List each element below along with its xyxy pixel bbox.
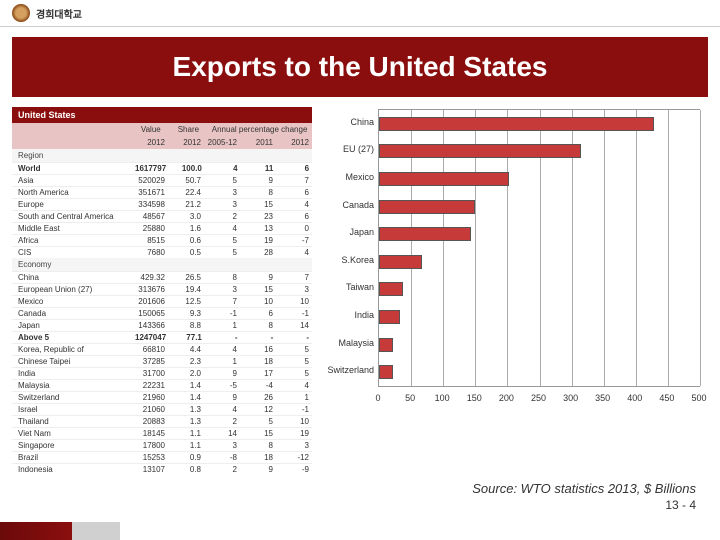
table-row: China429.3226.5897 bbox=[12, 271, 312, 283]
chart-bar bbox=[379, 144, 581, 158]
table-row: CIS76800.55284 bbox=[12, 246, 312, 258]
table-section-economy: Economy bbox=[12, 258, 312, 271]
chart-x-tick-label: 350 bbox=[595, 393, 610, 403]
chart-bar bbox=[379, 172, 509, 186]
chart-category-label: Japan bbox=[320, 227, 374, 237]
chart-x-tick-label: 300 bbox=[563, 393, 578, 403]
table-row: Mexico20160612.571010 bbox=[12, 295, 312, 307]
page-title: Exports to the United States bbox=[12, 51, 708, 83]
table-row: South and Central America485673.02236 bbox=[12, 210, 312, 222]
chart-x-tick-label: 450 bbox=[659, 393, 674, 403]
col-apc-hdr: Annual percentage change bbox=[207, 123, 312, 136]
table-row: Indonesia131070.829-9 bbox=[12, 463, 312, 475]
table-row: Africa85150.6519-7 bbox=[12, 234, 312, 246]
chart-category-label: India bbox=[320, 310, 374, 320]
chart-category-label: Switzerland bbox=[320, 365, 374, 375]
chart-category-label: China bbox=[320, 117, 374, 127]
chart-category-label: S.Korea bbox=[320, 255, 374, 265]
chart-x-tick-label: 50 bbox=[405, 393, 415, 403]
chart-bar bbox=[379, 117, 654, 131]
chart-category-label: Mexico bbox=[320, 172, 374, 182]
chart-category-label: EU (27) bbox=[320, 144, 374, 154]
table-row: World1617797100.04116 bbox=[12, 162, 312, 174]
page-number: 13 - 4 bbox=[0, 498, 720, 512]
chart-x-tick-label: 400 bbox=[627, 393, 642, 403]
footer-decoration bbox=[0, 522, 120, 540]
col-share-hdr: Share bbox=[170, 123, 208, 136]
table-header-group: Value Share Annual percentage change bbox=[12, 123, 312, 136]
university-logo-icon bbox=[12, 4, 30, 22]
table-row: India317002.09175 bbox=[12, 367, 312, 379]
chart-x-tick-label: 100 bbox=[435, 393, 450, 403]
chart-bar bbox=[379, 310, 400, 324]
header-bar: 경희대학교 bbox=[0, 0, 720, 27]
chart-category-label: Malaysia bbox=[320, 338, 374, 348]
chart-x-tick-label: 250 bbox=[531, 393, 546, 403]
chart-bar bbox=[379, 365, 393, 379]
table-row: Canada1500659.3-16-1 bbox=[12, 307, 312, 319]
table-row: Korea, Republic of668104.44165 bbox=[12, 343, 312, 355]
chart-plot-area bbox=[378, 109, 700, 387]
chart-gridline bbox=[700, 110, 701, 386]
table-row: Europe33459821.23154 bbox=[12, 198, 312, 210]
chart-x-tick-label: 150 bbox=[467, 393, 482, 403]
table-row: Middle East258801.64130 bbox=[12, 222, 312, 234]
table-row: Asia52002950.7597 bbox=[12, 174, 312, 186]
chart-x-tick-label: 500 bbox=[691, 393, 706, 403]
bar-chart: 0 50 100 150 200 250 300 350 400 450 500 China EU (2… bbox=[320, 107, 708, 407]
chart-bar bbox=[379, 338, 393, 352]
table-years-row: 2012 2012 2005-12 2011 2012 bbox=[12, 136, 312, 149]
chart-bar bbox=[379, 282, 403, 296]
table-heading: United States bbox=[12, 107, 312, 123]
chart-gridline bbox=[668, 110, 669, 386]
table-row: Brazil152530.9-818-12 bbox=[12, 451, 312, 463]
table-row: Chinese Taipei372852.31185 bbox=[12, 355, 312, 367]
university-name: 경희대학교 bbox=[36, 6, 82, 21]
table-row: Israel210601.3412-1 bbox=[12, 403, 312, 415]
chart-bar bbox=[379, 255, 422, 269]
content-area: United States Value Share Annual percent… bbox=[0, 103, 720, 475]
table-row: North America35167122.4386 bbox=[12, 186, 312, 198]
table-row: European Union (27)31367619.43153 bbox=[12, 283, 312, 295]
table-row: Malaysia222311.4-5-44 bbox=[12, 379, 312, 391]
data-table: United States Value Share Annual percent… bbox=[12, 107, 312, 475]
chart-gridline bbox=[604, 110, 605, 386]
chart-category-label: Canada bbox=[320, 200, 374, 210]
table-row: Above 5124704777.1--- bbox=[12, 331, 312, 343]
chart-x-tick-label: 200 bbox=[499, 393, 514, 403]
table-row: Switzerland219601.49261 bbox=[12, 391, 312, 403]
table-row: Japan1433668.81814 bbox=[12, 319, 312, 331]
col-value-hdr: Value bbox=[132, 123, 170, 136]
source-citation: Source: WTO statistics 2013, $ Billions bbox=[0, 475, 720, 498]
table-row: Thailand208831.32510 bbox=[12, 415, 312, 427]
title-bar: Exports to the United States bbox=[12, 37, 708, 97]
chart-bar bbox=[379, 200, 475, 214]
chart-category-label: Taiwan bbox=[320, 282, 374, 292]
table-section-region: Region bbox=[12, 149, 312, 162]
table-row: Viet Nam181451.1141519 bbox=[12, 427, 312, 439]
chart-bar bbox=[379, 227, 471, 241]
chart-x-tick-label: 0 bbox=[375, 393, 380, 403]
chart-gridline bbox=[636, 110, 637, 386]
table-row: Singapore178001.1383 bbox=[12, 439, 312, 451]
